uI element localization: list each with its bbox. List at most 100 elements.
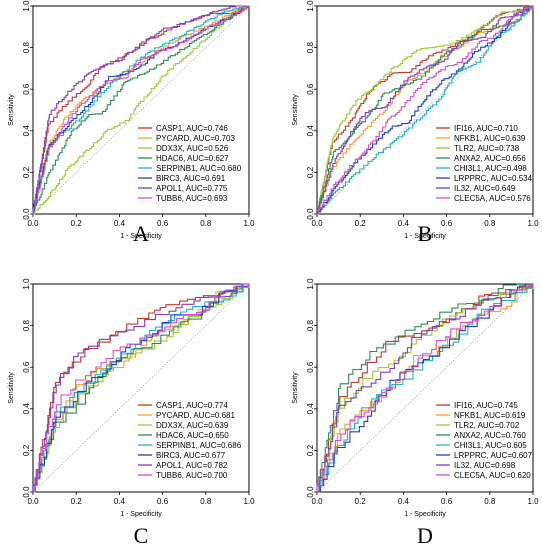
x-tick-label: 0.2 <box>355 497 367 506</box>
y-axis-title: Sensitivity <box>292 372 299 404</box>
panel-label: A <box>133 221 149 246</box>
roc-curve <box>316 284 534 492</box>
x-tick-label: 0.0 <box>311 219 323 228</box>
plot-frame <box>32 5 250 215</box>
roc-curve <box>33 284 250 493</box>
legend-label: PYCARD, AUC=0.681 <box>156 411 235 420</box>
legend-label: IFI16, AUC=0.710 <box>454 124 518 133</box>
y-tick-label: 0.4 <box>22 403 31 415</box>
y-tick-label: 0.0 <box>306 486 315 498</box>
x-axis-title: 1 - Specificity <box>404 511 446 518</box>
reference-diagonal <box>316 283 534 493</box>
legend-label: TLR2, AUC=0.702 <box>454 421 520 430</box>
roc-curves <box>32 283 250 493</box>
y-tick-label: 0.6 <box>306 83 315 95</box>
y-tick-label: 1.0 <box>22 278 31 290</box>
y-tick-label: 1.0 <box>306 0 315 12</box>
x-tick-label: 0.6 <box>441 497 453 506</box>
legend-label: CASP1, AUC=0.774 <box>156 401 228 410</box>
y-tick-label: 0.4 <box>22 125 31 137</box>
legend-label: BIRC3, AUC=0.691 <box>156 174 226 183</box>
y-tick-label: 0.4 <box>306 403 315 415</box>
x-tick-label: 0.4 <box>114 497 126 506</box>
legend-label: TUBB6, AUC=0.700 <box>156 471 228 480</box>
y-tick-label: 0.2 <box>22 444 31 456</box>
legend-label: APOL1, AUC=0.775 <box>156 184 228 193</box>
y-axis-title: Sensitivity <box>292 94 299 126</box>
roc-curve <box>32 6 250 214</box>
plot-frame <box>316 5 534 215</box>
y-tick-label: 0.6 <box>22 361 31 373</box>
legend-label: NFKB1, AUC=0.639 <box>454 134 526 143</box>
roc-curve <box>32 284 250 492</box>
x-tick-label: 0.4 <box>398 497 410 506</box>
roc-panel-c: 0.0 0.2 0.4 0.6 0.8 1.0 0.0 0.2 0.4 0.6 0.8 1.0 1 - … <box>8 278 255 548</box>
roc-curve <box>316 5 533 214</box>
legend-label: BIRC3, AUC=0.677 <box>156 451 226 460</box>
x-tick-label: 0.2 <box>71 219 83 228</box>
roc-panel-a: 0.0 0.2 0.4 0.6 0.8 1.0 0.0 0.2 0.4 0.6 0.8 1.0 1 - … <box>8 0 255 246</box>
roc-curve <box>316 6 534 214</box>
reference-diagonal <box>32 283 250 493</box>
roc-curve <box>317 6 534 215</box>
x-tick-label: 0.6 <box>441 219 453 228</box>
roc-curve <box>32 5 249 214</box>
legend-label: IFI16, AUC=0.745 <box>454 401 518 410</box>
legend-label: PYCARD, AUC=0.703 <box>156 134 235 143</box>
y-tick-label: 0.0 <box>306 208 315 220</box>
y-tick-label: 1.0 <box>22 0 31 12</box>
roc-curve <box>33 5 249 215</box>
legend-label: HDAC6, AUC=0.627 <box>156 154 229 163</box>
x-axis-title: 1 - Specificity <box>120 233 162 240</box>
legend-label: CASP1, AUC=0.746 <box>156 124 228 133</box>
x-tick-label: 0.2 <box>71 497 83 506</box>
legend-label: HDAC6, AUC=0.650 <box>156 431 229 440</box>
y-tick-label: 0.2 <box>306 444 315 456</box>
roc-curve <box>33 6 250 215</box>
x-tick-label: 0.6 <box>157 497 169 506</box>
roc-curve <box>32 283 249 492</box>
y-tick-label: 1.0 <box>306 278 315 290</box>
roc-curve <box>317 5 533 215</box>
roc-curve <box>317 283 533 493</box>
roc-curve <box>317 283 533 493</box>
y-tick-label: 0.8 <box>22 41 31 53</box>
legend-label: CHI3L1, AUC=0.498 <box>454 164 527 173</box>
legend-label: ANXA2, AUC=0.760 <box>454 431 526 440</box>
y-tick-label: 0.8 <box>306 319 315 331</box>
legend-label: SERPINB1, AUC=0.680 <box>156 164 242 173</box>
legend-label: TLR2, AUC=0.738 <box>454 144 520 153</box>
reference-diagonal <box>32 5 250 215</box>
x-axis-title: 1 - Specificity <box>120 511 162 518</box>
panel-label: D <box>417 523 433 548</box>
x-tick-label: 1.0 <box>243 497 255 506</box>
legend-label: LRPPRC, AUC=0.534 <box>454 174 533 183</box>
legend-label: LRPPRC, AUC=0.607 <box>454 451 533 460</box>
panel-label: B <box>418 221 433 246</box>
x-tick-label: 0.0 <box>311 497 323 506</box>
x-tick-label: 0.8 <box>200 219 212 228</box>
x-tick-label: 1.0 <box>527 219 539 228</box>
panel-label: C <box>134 523 149 548</box>
x-tick-label: 0.0 <box>27 219 39 228</box>
y-tick-label: 0.0 <box>22 208 31 220</box>
legend-label: IL32, AUC=0.649 <box>454 184 516 193</box>
roc-panel-d: 0.0 0.2 0.4 0.6 0.8 1.0 0.0 0.2 0.4 0.6 0.8 1.0 1 - … <box>292 278 539 548</box>
roc-curve <box>317 5 533 215</box>
legend-label: CHI3L1, AUC=0.605 <box>454 441 527 450</box>
legend-label: ANXA2, AUC=0.656 <box>454 154 526 163</box>
y-tick-label: 0.8 <box>306 41 315 53</box>
x-tick-label: 0.4 <box>398 219 410 228</box>
x-tick-label: 1.0 <box>527 497 539 506</box>
legend-label: NFKB1, AUC=0.619 <box>454 411 526 420</box>
roc-panel-b: 0.0 0.2 0.4 0.6 0.8 1.0 0.0 0.2 0.4 0.6 0.8 1.0 1 - … <box>292 0 539 246</box>
x-tick-label: 1.0 <box>243 219 255 228</box>
x-tick-label: 0.0 <box>27 497 39 506</box>
y-tick-label: 0.0 <box>22 486 31 498</box>
roc-curve <box>316 283 534 492</box>
y-axis-title: Sensitivity <box>8 94 15 126</box>
y-axis-title: Sensitivity <box>8 372 15 404</box>
